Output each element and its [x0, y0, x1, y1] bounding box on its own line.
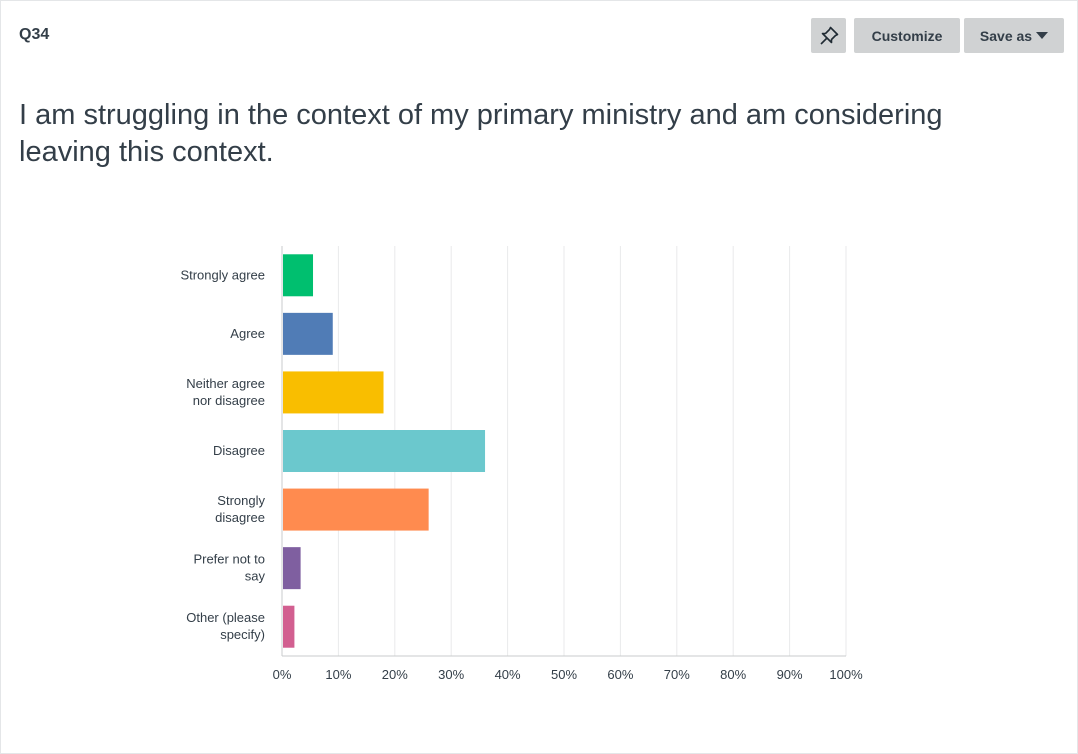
category-label: Disagree — [213, 443, 265, 458]
category-label: Neither agree nor disagree — [186, 376, 265, 408]
x-tick-label: 50% — [551, 667, 577, 682]
x-tick-label: 0% — [273, 667, 292, 682]
customize-label: Customize — [871, 27, 943, 44]
category-label: Other (please specify) — [186, 610, 265, 642]
category-label: Strongly agree — [180, 267, 265, 282]
pin-button[interactable] — [811, 18, 846, 53]
customize-button[interactable]: Customize — [854, 18, 960, 53]
category-label: Agree — [230, 326, 265, 341]
x-tick-label: 70% — [664, 667, 690, 682]
bar — [283, 312, 333, 355]
x-tick-label: 20% — [382, 667, 408, 682]
chevron-down-icon — [1036, 32, 1049, 39]
x-tick-label: 80% — [720, 667, 746, 682]
bar — [283, 547, 301, 590]
pin-icon — [819, 26, 838, 45]
save-as-button[interactable]: Save as — [964, 18, 1064, 53]
save-as-label: Save as — [979, 27, 1033, 44]
bar — [283, 605, 295, 648]
x-tick-label: 40% — [495, 667, 521, 682]
bar — [283, 371, 384, 414]
bar — [283, 488, 429, 531]
toolbar: Customize Save as — [811, 18, 1064, 53]
question-number: Q34 — [19, 26, 50, 43]
x-tick-label: 10% — [325, 667, 351, 682]
x-tick-label: 60% — [607, 667, 633, 682]
question-title: I am struggling in the context of my pri… — [19, 99, 943, 168]
category-label: Prefer not to say — [193, 552, 265, 584]
x-tick-label: 100% — [829, 667, 863, 682]
bar — [283, 254, 314, 297]
category-label: Strongly disagree — [215, 493, 265, 525]
x-tick-label: 90% — [777, 667, 803, 682]
x-tick-label: 30% — [438, 667, 464, 682]
bar — [283, 430, 486, 472]
